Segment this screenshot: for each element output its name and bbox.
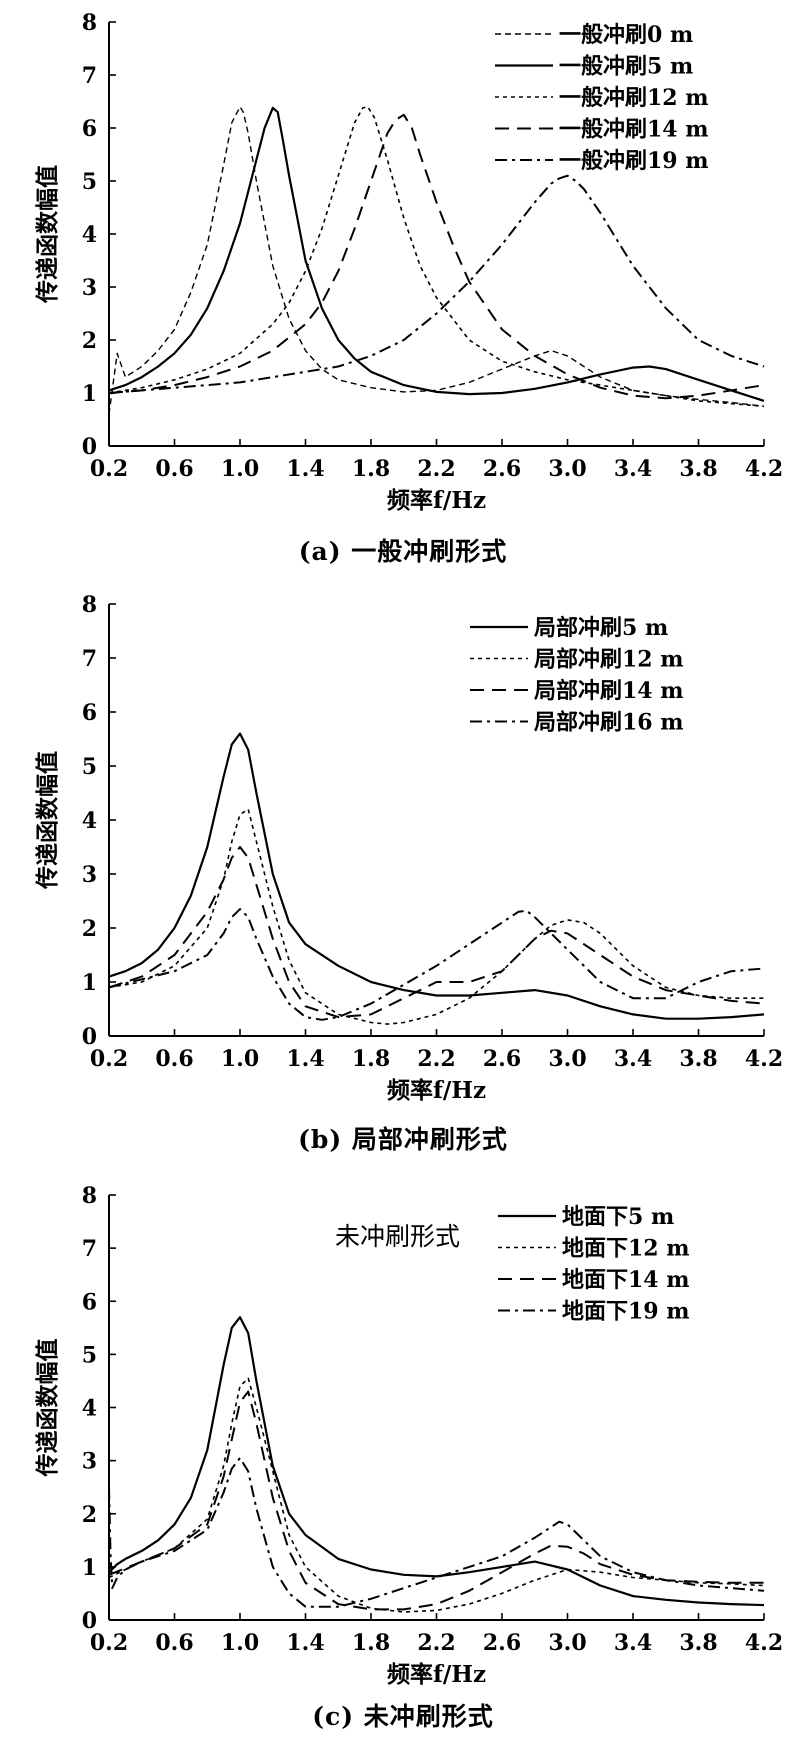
y-tick-label: 2	[82, 916, 97, 942]
x-tick-label: 0.2	[90, 1630, 128, 1656]
x-tick-label: 1.8	[352, 1046, 390, 1072]
series-line-5	[108, 174, 765, 394]
x-tick-label: 2.6	[483, 456, 521, 482]
x-tick-label: 4.2	[745, 1046, 783, 1072]
x-tick-label: 2.6	[483, 1630, 521, 1656]
x-tick-label: 4.2	[745, 1630, 783, 1656]
y-tick-label: 7	[82, 646, 97, 672]
chart-annotation: 未冲刷形式	[335, 1222, 460, 1251]
x-tick-label: 0.6	[155, 1630, 193, 1656]
y-tick-label: 3	[82, 275, 97, 301]
x-tick-label: 3.0	[548, 1046, 586, 1072]
legend-label-4: 局部冲刷16 m	[534, 710, 684, 736]
chart-caption-a: (a) 一般冲刷形式	[298, 537, 508, 566]
y-tick-label: 4	[82, 222, 97, 248]
x-tick-label: 2.6	[483, 1046, 521, 1072]
x-axis-title: 频率f/Hz	[387, 1661, 486, 1688]
series-line-4	[108, 113, 765, 400]
x-tick-label: 0.6	[155, 1046, 193, 1072]
y-tick-label: 8	[82, 10, 97, 36]
x-tick-label: 0.6	[155, 456, 193, 482]
x-tick-label: 1.8	[352, 1630, 390, 1656]
y-tick-label: 6	[82, 700, 97, 726]
legend-label-2: 局部冲刷12 m	[534, 647, 684, 673]
x-tick-label: 2.2	[417, 456, 455, 482]
y-tick-label: 1	[82, 381, 97, 407]
y-tick-label: 4	[82, 1396, 97, 1422]
y-tick-label: 8	[82, 592, 97, 618]
legend-label-1: 一般冲刷0 m	[559, 22, 693, 48]
legend-label-2: 地面下12 m	[562, 1236, 690, 1262]
chart-c-svg: 0.2 0.6 1.0 1.4 1.8 2.2 2.6 3.0 3.4 3.8 4.2 0 1 2 3 4 5 6…	[34, 1183, 783, 1688]
x-tick-label: 1.0	[221, 1046, 259, 1072]
legend-label-3: 局部冲刷14 m	[534, 678, 684, 704]
y-tick-label: 1	[82, 1555, 97, 1581]
y-tick-label: 3	[82, 862, 97, 888]
legend-label-2: 一般冲刷5 m	[559, 54, 693, 80]
series-line-3	[108, 846, 765, 1019]
series-line-4	[108, 1457, 765, 1608]
x-tick-label: 0.2	[90, 456, 128, 482]
x-tick-label: 1.0	[221, 456, 259, 482]
series-line-3	[108, 106, 765, 408]
legend-label-3: 一般冲刷12 m	[559, 85, 709, 111]
y-tick-label: 6	[82, 1289, 97, 1315]
series-line-2	[108, 808, 764, 1025]
y-tick-label: 2	[82, 328, 97, 354]
x-tick-label: 1.8	[352, 456, 390, 482]
chart-b-svg: 0.2 0.6 1.0 1.4 1.8 2.2 2.6 3.0 3.4 3.8 4.2 0 1 2 3 4 5 6…	[34, 592, 783, 1104]
x-tick-label: 4.2	[745, 456, 783, 482]
y-tick-label: 5	[82, 1342, 97, 1368]
series-line-3	[108, 1390, 764, 1611]
y-tick-label: 7	[82, 63, 97, 89]
legend-label-1: 局部冲刷5 m	[534, 615, 668, 641]
x-tick-label: 3.0	[548, 1630, 586, 1656]
x-tick-label: 1.4	[286, 1630, 324, 1656]
chart-caption-b: (b) 局部冲刷形式	[298, 1125, 508, 1154]
y-tick-label: 0	[82, 434, 97, 460]
y-tick-label: 1	[82, 970, 97, 996]
x-tick-label: 3.8	[679, 456, 717, 482]
x-tick-label: 3.0	[548, 456, 586, 482]
x-tick-label: 3.4	[614, 456, 652, 482]
x-tick-label: 1.4	[286, 456, 324, 482]
legend-label-3: 地面下14 m	[562, 1267, 690, 1293]
chart-a-svg: 0.2 0.6 1.0 1.4 1.8 2.2 2.6 3.0 3.4 3.8 4.2 0 1 2 3 4 5 6…	[34, 10, 783, 514]
x-tick-label: 1.4	[286, 1046, 324, 1072]
y-tick-label: 0	[82, 1024, 97, 1050]
y-tick-label: 4	[82, 808, 97, 834]
legend-label-5: 一般冲刷19 m	[559, 148, 709, 174]
y-tick-label: 5	[82, 754, 97, 780]
series-line-2	[108, 106, 765, 402]
y-tick-label: 2	[82, 1502, 97, 1528]
chart-caption-c: (c) 未冲刷形式	[312, 1702, 494, 1731]
y-tick-label: 7	[82, 1236, 97, 1262]
y-tick-label: 3	[82, 1449, 97, 1475]
series-line-1	[108, 1316, 765, 1607]
x-tick-label: 2.2	[417, 1046, 455, 1072]
x-tick-label: 3.4	[614, 1046, 652, 1072]
series-line-1	[108, 106, 765, 415]
x-tick-label: 3.8	[679, 1630, 717, 1656]
x-axis-title: 频率f/Hz	[387, 487, 486, 514]
y-tick-label: 0	[82, 1608, 97, 1634]
x-axis-title: 频率f/Hz	[387, 1077, 486, 1104]
x-tick-label: 3.4	[614, 1630, 652, 1656]
x-tick-label: 2.2	[417, 1630, 455, 1656]
y-tick-label: 5	[82, 169, 97, 195]
y-tick-label: 8	[82, 1183, 97, 1209]
x-tick-label: 0.2	[90, 1046, 128, 1072]
series-line-1	[108, 732, 765, 1020]
x-tick-label: 1.0	[221, 1630, 259, 1656]
y-axis-title: 传递函数幅值	[34, 751, 61, 890]
legend-label-4: 一般冲刷14 m	[559, 117, 709, 143]
y-axis-title: 传递函数幅值	[34, 165, 61, 304]
legend-label-4: 地面下19 m	[562, 1299, 690, 1325]
y-tick-label: 6	[82, 116, 97, 142]
series-line-4	[108, 908, 765, 1021]
legend-label-1: 地面下5 m	[562, 1204, 674, 1230]
x-tick-label: 3.8	[679, 1046, 717, 1072]
y-axis-title: 传递函数幅值	[34, 1339, 61, 1478]
